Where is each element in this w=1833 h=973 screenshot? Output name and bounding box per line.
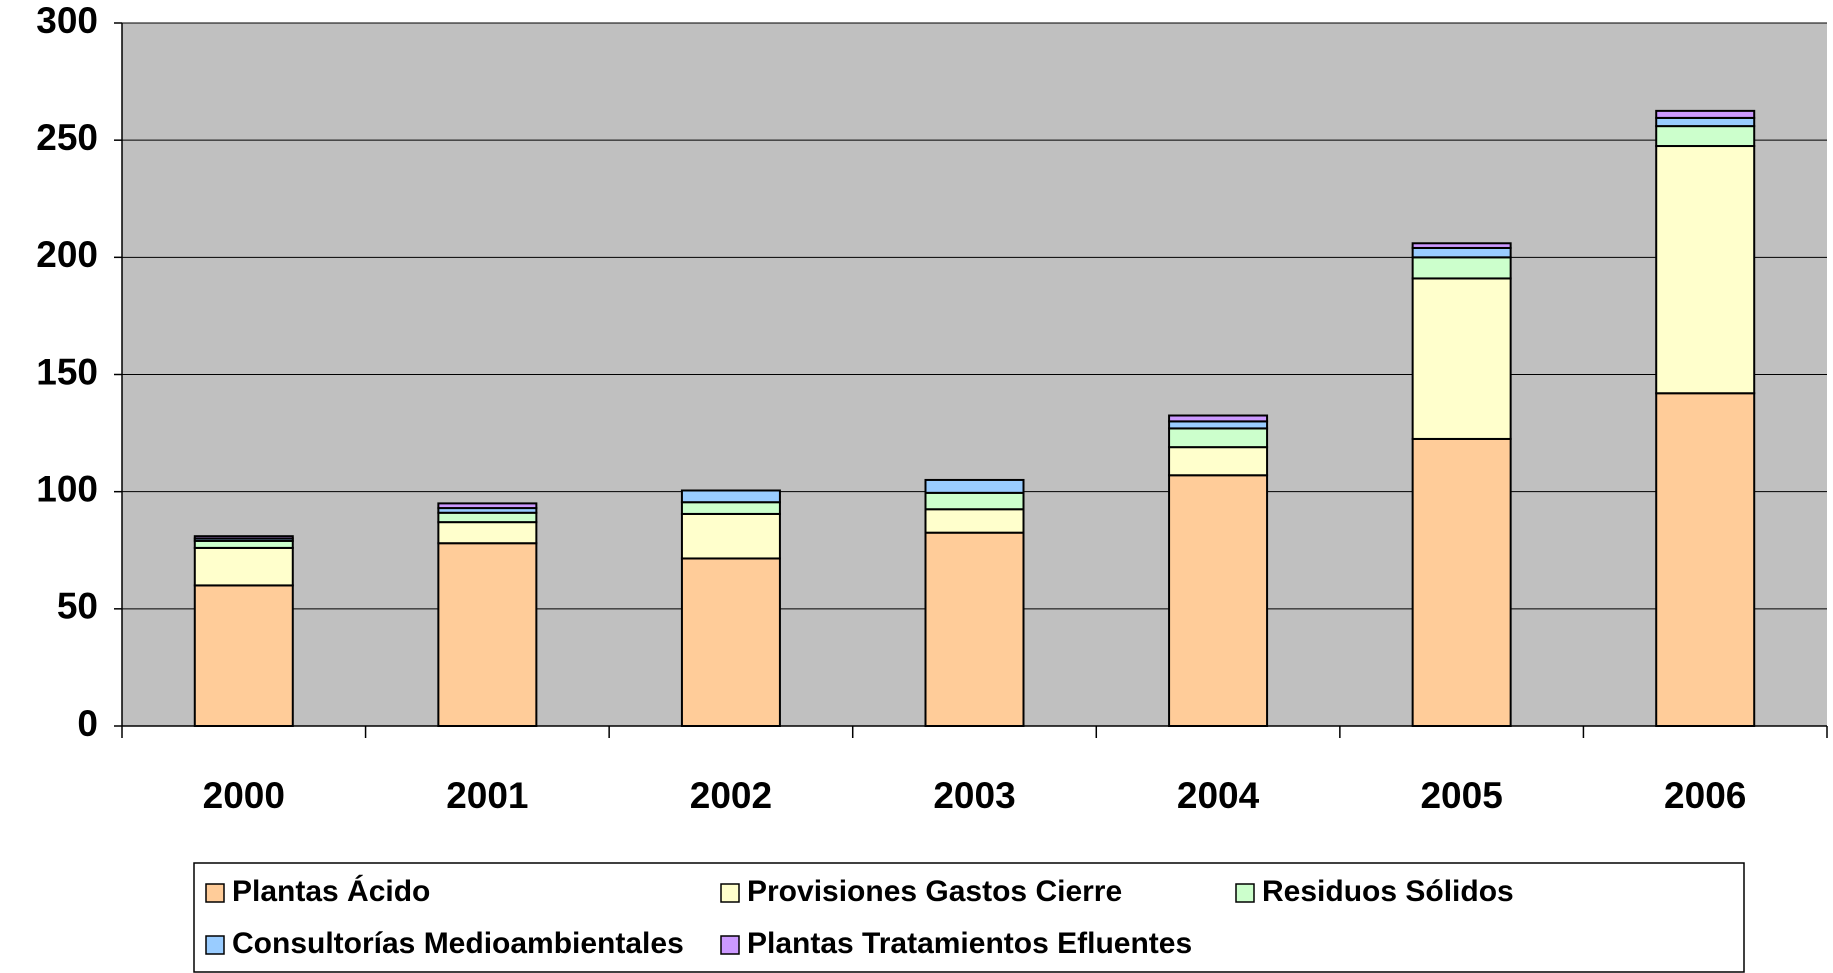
bar-segment xyxy=(1655,145,1756,395)
bar-segment xyxy=(1168,474,1269,727)
bar-segment xyxy=(437,502,538,510)
bar-segment xyxy=(193,584,294,728)
bar-segment xyxy=(193,546,294,587)
legend-label: Plantas Tratamientos Efluentes xyxy=(747,927,1192,960)
bar-segment xyxy=(1655,116,1756,128)
bar-segment xyxy=(1411,242,1512,249)
bar-segment xyxy=(193,535,294,540)
bar-segment xyxy=(924,508,1025,534)
legend-label: Consultorías Medioambientales xyxy=(232,927,684,960)
bar-segment xyxy=(924,491,1025,511)
legend-label: Residuos Sólidos xyxy=(1262,875,1514,908)
bar-segment xyxy=(1411,256,1512,280)
bar-segment xyxy=(1655,109,1756,119)
bar-segment xyxy=(1168,414,1269,423)
x-tick-label: 2005 xyxy=(1420,775,1502,816)
x-tick-label: 2006 xyxy=(1664,775,1746,816)
bar-segment xyxy=(680,557,781,727)
bar-segment xyxy=(924,531,1025,727)
x-tick-label: 2004 xyxy=(1177,775,1260,816)
bar-segment xyxy=(680,489,781,504)
y-tick-label: 200 xyxy=(36,234,98,275)
y-tick-label: 50 xyxy=(57,586,98,627)
legend-swatch xyxy=(720,935,740,955)
bar-segment xyxy=(1168,420,1269,430)
y-tick-label: 300 xyxy=(36,0,98,41)
bar-segment xyxy=(1411,437,1512,727)
y-tick-label: 250 xyxy=(36,117,98,158)
legend-swatch xyxy=(205,935,225,955)
x-tick-label: 2003 xyxy=(933,775,1015,816)
x-tick-label: 2002 xyxy=(690,775,772,816)
bar-segment xyxy=(437,511,538,524)
legend-swatch xyxy=(1235,883,1255,903)
bar-segment xyxy=(1168,427,1269,449)
x-tick-label: 2001 xyxy=(446,775,528,816)
legend-box xyxy=(193,862,1745,973)
bar-segment xyxy=(924,478,1025,494)
legend-swatch xyxy=(720,883,740,903)
legend-label: Plantas Ácido xyxy=(232,874,430,908)
y-tick-label: 150 xyxy=(36,351,98,392)
bar-segment xyxy=(1168,446,1269,477)
y-tick-label: 100 xyxy=(36,468,98,509)
y-tick-label: 0 xyxy=(77,703,98,744)
legend-label: Provisiones Gastos Cierre xyxy=(747,875,1122,908)
bar-segment xyxy=(680,512,781,560)
bar-segment xyxy=(1411,246,1512,259)
bar-segment xyxy=(437,521,538,545)
bar-segment xyxy=(193,539,294,549)
bar-segment xyxy=(680,501,781,515)
bar-segment xyxy=(1655,125,1756,148)
x-tick-label: 2000 xyxy=(203,775,285,816)
legend-swatch xyxy=(205,883,225,903)
bar-segment xyxy=(1411,277,1512,440)
bar-segment xyxy=(437,542,538,727)
bar-segment xyxy=(1655,392,1756,727)
